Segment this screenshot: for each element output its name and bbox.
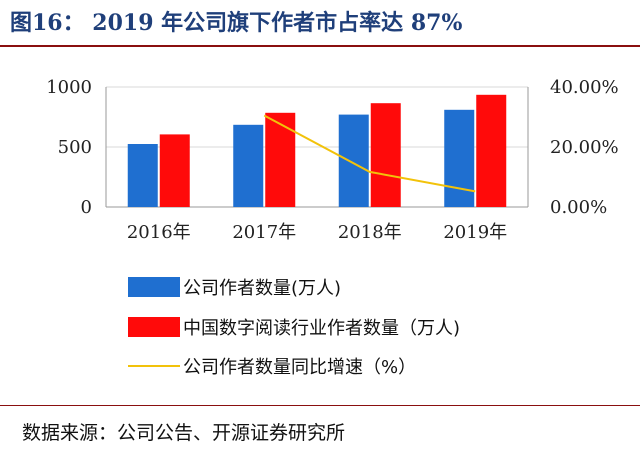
source-note: 数据来源：公司公告、开源证券研究所 bbox=[22, 422, 346, 444]
y-right-tick-label: 20.00% bbox=[550, 137, 619, 158]
bar-company-authors bbox=[338, 114, 369, 207]
legend-label: 公司作者数量(万人) bbox=[183, 278, 341, 299]
line-series bbox=[263, 114, 476, 193]
bar-line-chart: 0 500 1000 0.00% 20.00% 40.00% 2016年 2017年 2018年… bbox=[46, 77, 618, 378]
y-left-tick-label: 0 bbox=[81, 197, 92, 218]
legend: 公司作者数量(万人) 中国数字阅读行业作者数量（万人) 公司作者数量同比增速（%） bbox=[128, 277, 460, 378]
bar-company-authors bbox=[233, 124, 264, 207]
title-divider bbox=[0, 45, 640, 47]
legend-swatch-company bbox=[128, 277, 180, 297]
bar-industry-authors bbox=[476, 94, 507, 207]
y-right-tick-label: 40.00% bbox=[550, 77, 619, 98]
x-tick-label: 2017年 bbox=[232, 222, 296, 243]
bar-company-authors bbox=[127, 144, 158, 207]
axes: 0 500 1000 0.00% 20.00% 40.00% 2016年 2017年 2018年… bbox=[46, 77, 618, 243]
y-left-tick-label: 1000 bbox=[46, 77, 92, 98]
legend-label: 中国数字阅读行业作者数量（万人) bbox=[183, 318, 460, 339]
page-title: 图16： 2019 年公司旗下作者市占率达 87% bbox=[10, 10, 463, 36]
x-tick-label: 2016年 bbox=[127, 222, 191, 243]
source-divider bbox=[0, 405, 640, 406]
bar-industry-authors bbox=[370, 103, 401, 207]
bar-industry-authors bbox=[159, 134, 190, 207]
y-right-tick-label: 0.00% bbox=[550, 197, 607, 218]
bar-industry-authors bbox=[265, 112, 296, 207]
line-growth-rate bbox=[263, 114, 476, 193]
legend-label: 公司作者数量同比增速（%） bbox=[183, 357, 416, 378]
y-left-tick-label: 500 bbox=[58, 137, 92, 158]
x-tick-label: 2019年 bbox=[443, 222, 507, 243]
bar-company-authors bbox=[444, 109, 475, 207]
legend-swatch-industry bbox=[128, 317, 180, 337]
x-tick-label: 2018年 bbox=[338, 222, 402, 243]
bar-series bbox=[127, 94, 507, 207]
